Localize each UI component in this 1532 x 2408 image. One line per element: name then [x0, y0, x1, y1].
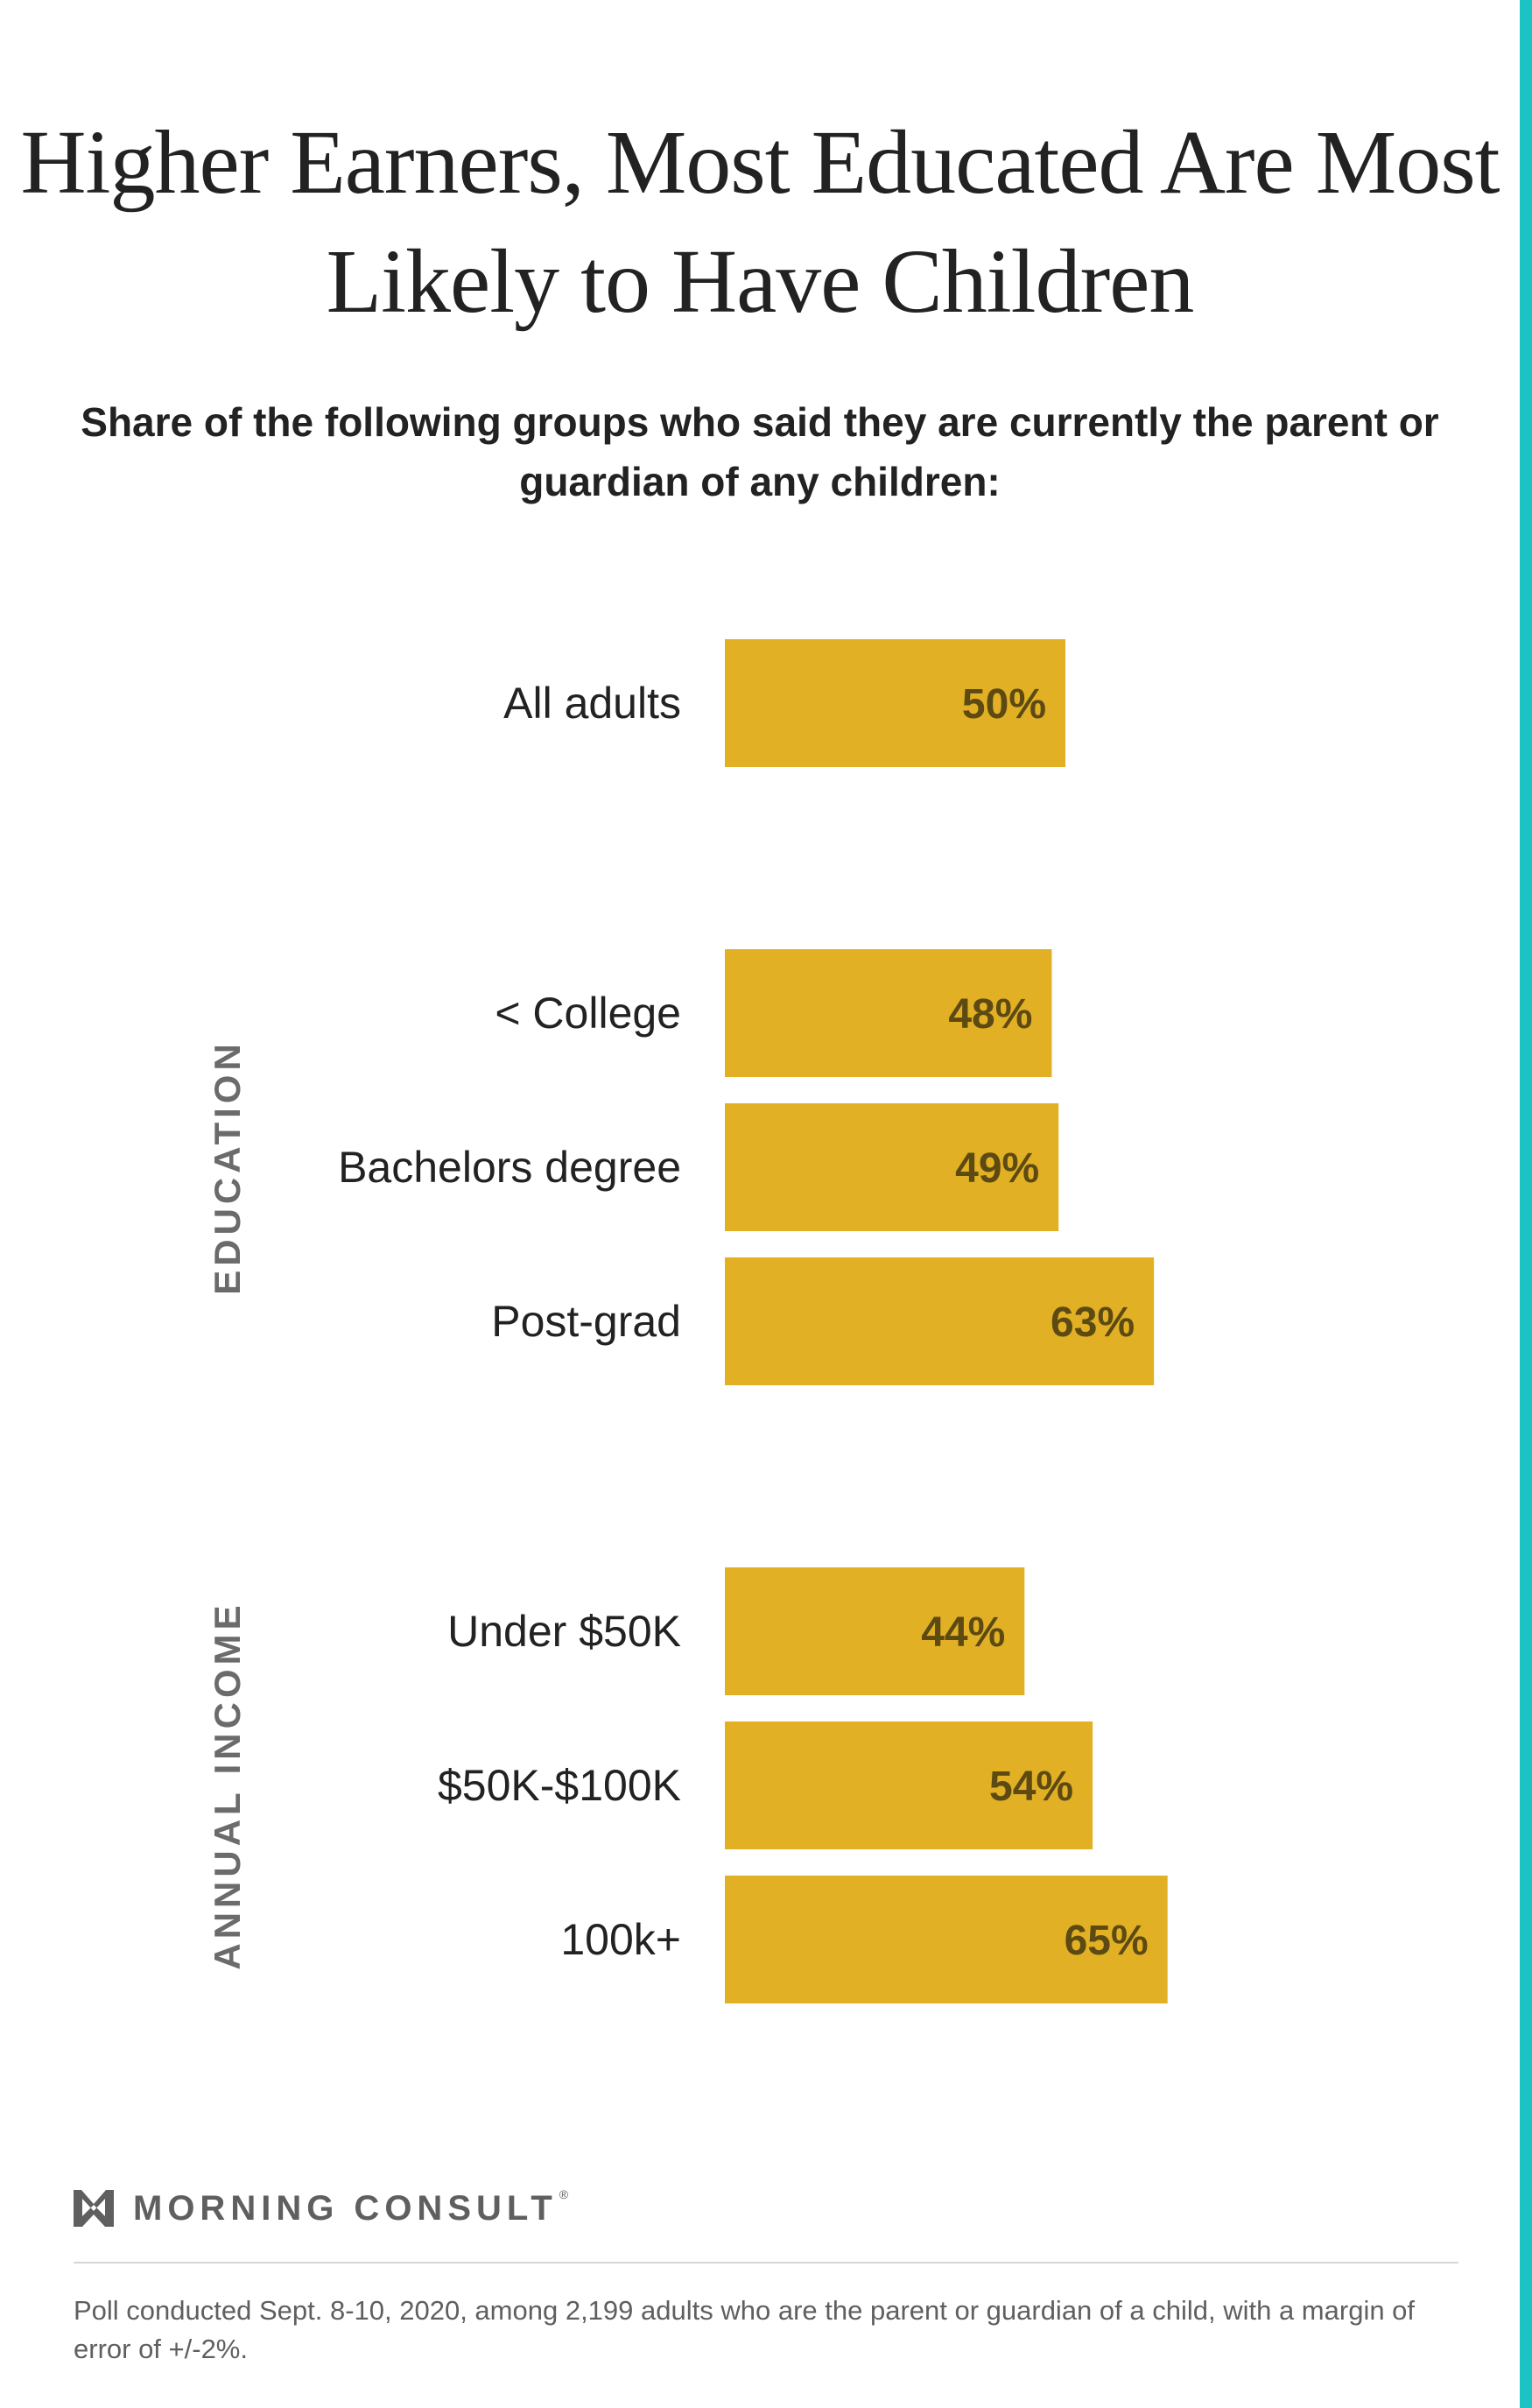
- category-label: Under $50K: [447, 1607, 681, 1656]
- value-label: 49%: [955, 1145, 1039, 1192]
- category-label: 100k+: [560, 1915, 681, 1964]
- brand-logo: MORNING CONSULT ®: [74, 2186, 568, 2231]
- bar: [725, 1722, 1093, 1849]
- brand-name: MORNING CONSULT: [133, 2188, 558, 2228]
- group-label: ANNUAL INCOME: [207, 1601, 248, 1969]
- bar: [725, 1876, 1168, 2003]
- category-label: Post-grad: [491, 1297, 681, 1346]
- chart-subtitle: Share of the following groups who said t…: [81, 399, 1439, 504]
- morning-consult-m-icon: [74, 2190, 114, 2227]
- accent-strip: [1520, 0, 1532, 2408]
- value-label: 44%: [921, 1609, 1005, 1656]
- value-label: 63%: [1051, 1299, 1135, 1346]
- value-label: 54%: [989, 1764, 1073, 1810]
- value-label: 48%: [948, 991, 1032, 1038]
- registered-mark: ®: [559, 2187, 569, 2201]
- group-label: EDUCATION: [207, 1039, 248, 1295]
- bar: [725, 949, 1052, 1077]
- category-label: All adults: [503, 679, 681, 728]
- chart-title: Higher Earners, Most Educated Are Most L…: [20, 112, 1500, 332]
- value-label: 50%: [962, 681, 1046, 728]
- bar: [725, 1567, 1025, 1695]
- category-label: < College: [495, 989, 681, 1038]
- category-label: $50K-$100K: [438, 1761, 681, 1810]
- bar: [725, 1103, 1059, 1231]
- category-label: Bachelors degree: [338, 1143, 681, 1192]
- bar-chart: All adults 50% < College 48% Bachelors degre…: [207, 639, 1168, 2003]
- bar: [725, 639, 1065, 767]
- bar: [725, 1257, 1155, 1385]
- footnote: Poll conducted Sept. 8-10, 2020, among 2…: [74, 2295, 1416, 2364]
- value-label: 65%: [1065, 1918, 1149, 1964]
- footer-divider: [74, 2262, 1458, 2264]
